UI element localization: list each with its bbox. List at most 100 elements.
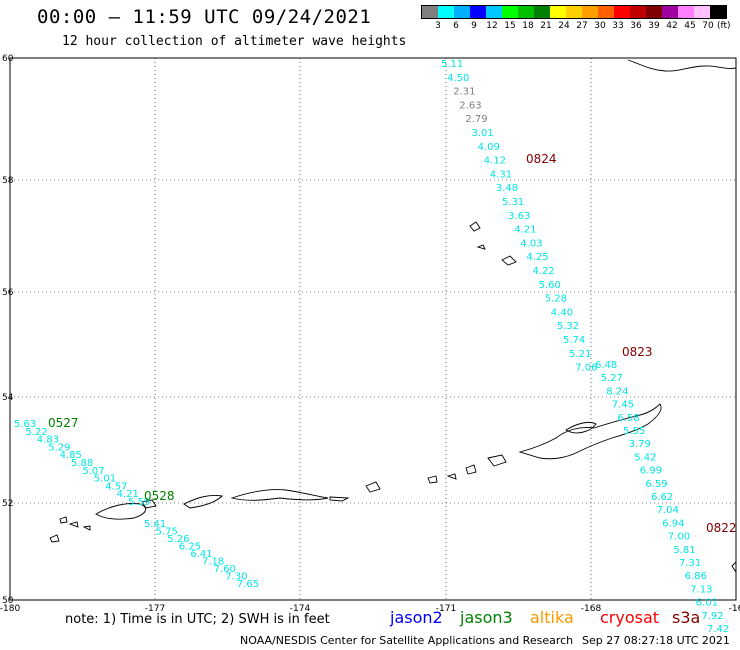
- satellite-label: jason3: [460, 608, 513, 627]
- color-tick-label: 21: [540, 21, 552, 31]
- swh-value: 3.48: [496, 183, 518, 194]
- color-swatch: [454, 6, 470, 18]
- color-tick-label: 18: [522, 21, 534, 31]
- swh-value: 5.81: [673, 545, 695, 556]
- swh-value: 5.31: [502, 197, 524, 208]
- swh-value: 7.06: [575, 363, 597, 374]
- color-swatch: [566, 6, 582, 18]
- color-swatch: [438, 6, 454, 18]
- track-0527: 5.635.224.835.294.855.885.075.014.574.21…: [14, 416, 150, 508]
- coast-segment: [59, 516, 68, 524]
- color-swatch: [486, 6, 502, 18]
- pass-time-label: 0528: [144, 489, 175, 503]
- coast-segment: [565, 421, 597, 434]
- swh-value: 5.29: [48, 442, 70, 453]
- coast-segment: [49, 534, 60, 543]
- coast-segment: [731, 560, 737, 574]
- color-tick-label: 6: [453, 21, 459, 31]
- swh-value: 5.74: [563, 335, 585, 346]
- swh-value: 4.25: [526, 252, 548, 263]
- coast-segment: [469, 221, 481, 232]
- pass-time-label: 0824: [526, 152, 557, 166]
- swh-value: 7.65: [237, 579, 259, 590]
- lat-label: 60: [2, 54, 14, 64]
- color-swatch: [598, 6, 614, 18]
- color-tick-label: 36: [630, 21, 642, 31]
- swh-value: 2.63: [459, 100, 481, 111]
- coast-segment: [183, 495, 223, 509]
- swh-value: 4.12: [484, 156, 506, 167]
- swh-value: 4.21: [514, 225, 536, 236]
- swh-value: 5.21: [569, 349, 591, 360]
- coast-segment: [487, 454, 507, 467]
- swh-value: 6.86: [685, 571, 707, 582]
- satellite-label: cryosat: [600, 608, 660, 627]
- swh-value: 5.01: [94, 474, 116, 485]
- lon-label: -180: [0, 604, 20, 614]
- swh-value: 6.41: [190, 549, 212, 560]
- color-tick-label: 24: [558, 21, 570, 31]
- swh-value: 6.48: [595, 360, 617, 371]
- swh-value: 4.22: [533, 266, 555, 277]
- swh-value: 4.09: [478, 142, 500, 153]
- color-swatch: [662, 6, 678, 18]
- satellite-label: jason2: [390, 608, 443, 627]
- color-swatch: [710, 6, 726, 18]
- swh-value: 4.57: [105, 481, 127, 492]
- color-tick-label: 45: [684, 21, 696, 31]
- lon-label: -177: [145, 604, 165, 614]
- swh-value: 4.40: [551, 307, 573, 318]
- lon-label: -168: [581, 604, 602, 614]
- coast-segment: [365, 481, 381, 493]
- color-swatch: [550, 6, 566, 18]
- color-tick-label: 70: [702, 21, 714, 31]
- swh-value: 4.85: [60, 450, 82, 461]
- chart-title: 00:00 – 11:59 UTC 09/24/2021: [37, 6, 372, 28]
- swh-value: 7.18: [202, 557, 224, 568]
- swh-value: 7.30: [225, 572, 247, 583]
- swh-value: 4.03: [520, 238, 542, 249]
- generated-time: Sep 27 08:27:18 UTC 2021: [582, 634, 730, 647]
- swh-value: 6.59: [645, 479, 667, 490]
- swh-value: 5.22: [25, 427, 47, 438]
- swh-value: 5.41: [144, 519, 166, 530]
- swh-value: 6.01: [696, 598, 718, 609]
- swh-value: 5.59: [128, 497, 150, 508]
- track-0824: 5.11 4.50 2.31 2.63 2.79 3.01 4.09 4.12 4.31 3.48…: [441, 59, 597, 374]
- coast-segment: [68, 521, 79, 528]
- swh-value: 4.31: [490, 169, 512, 180]
- color-tick-label: 33: [612, 21, 624, 31]
- color-tick-label: 27: [576, 21, 588, 31]
- swh-value: 4.83: [37, 435, 59, 446]
- color-swatch: [582, 6, 598, 18]
- pass-time-label: 0822: [706, 521, 737, 535]
- swh-value: 7.42: [707, 624, 729, 635]
- swh-value: 6.94: [662, 518, 684, 529]
- color-legend: 3 6 9 12 15 18 21 24 27 30 33 36 39 42 45 70 (ft): [421, 5, 731, 35]
- satellite-label: s3a: [672, 608, 701, 627]
- lat-label: 56: [2, 288, 14, 298]
- lon-label: -174: [290, 604, 311, 614]
- color-swatch: [694, 6, 710, 18]
- swh-value: 7.31: [679, 558, 701, 569]
- pass-time-label: 0527: [48, 416, 79, 430]
- pass-time-label: 0823: [622, 345, 653, 359]
- chart-subtitle: 12 hour collection of altimeter wave hei…: [62, 34, 407, 49]
- credit-text: NOAA/NESDIS Center for Satellite Applica…: [240, 634, 574, 647]
- color-swatch: [678, 6, 694, 18]
- coast-segment: [627, 59, 737, 72]
- swh-value: 6.25: [179, 542, 201, 553]
- swh-value: 7.45: [612, 400, 634, 411]
- swh-value: 5.27: [601, 373, 623, 384]
- swh-value: 5.32: [557, 321, 579, 332]
- color-tick-label: 12: [486, 21, 498, 31]
- color-swatch: [518, 6, 534, 18]
- swh-value: 2.79: [465, 114, 487, 125]
- plot-frame: [9, 57, 737, 601]
- coast-segment: [446, 473, 457, 480]
- color-swatch: [502, 6, 518, 18]
- coast-segment: [141, 499, 157, 509]
- swh-value: 2.31: [453, 87, 475, 98]
- coast-segment: [476, 244, 486, 250]
- color-swatch: [646, 6, 662, 18]
